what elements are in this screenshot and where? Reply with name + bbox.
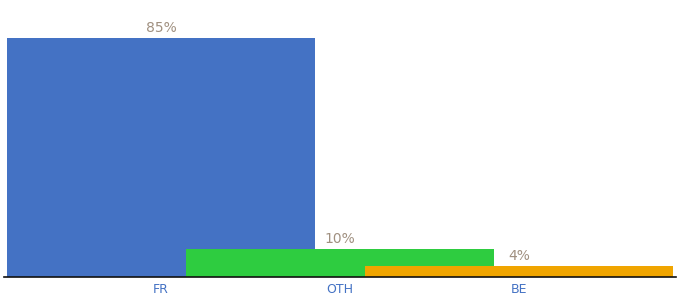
Bar — [7, 38, 315, 277]
Bar — [365, 266, 673, 277]
Text: 85%: 85% — [146, 21, 176, 34]
Bar — [186, 249, 494, 277]
Text: 10%: 10% — [324, 232, 356, 246]
Text: 4%: 4% — [508, 249, 530, 262]
